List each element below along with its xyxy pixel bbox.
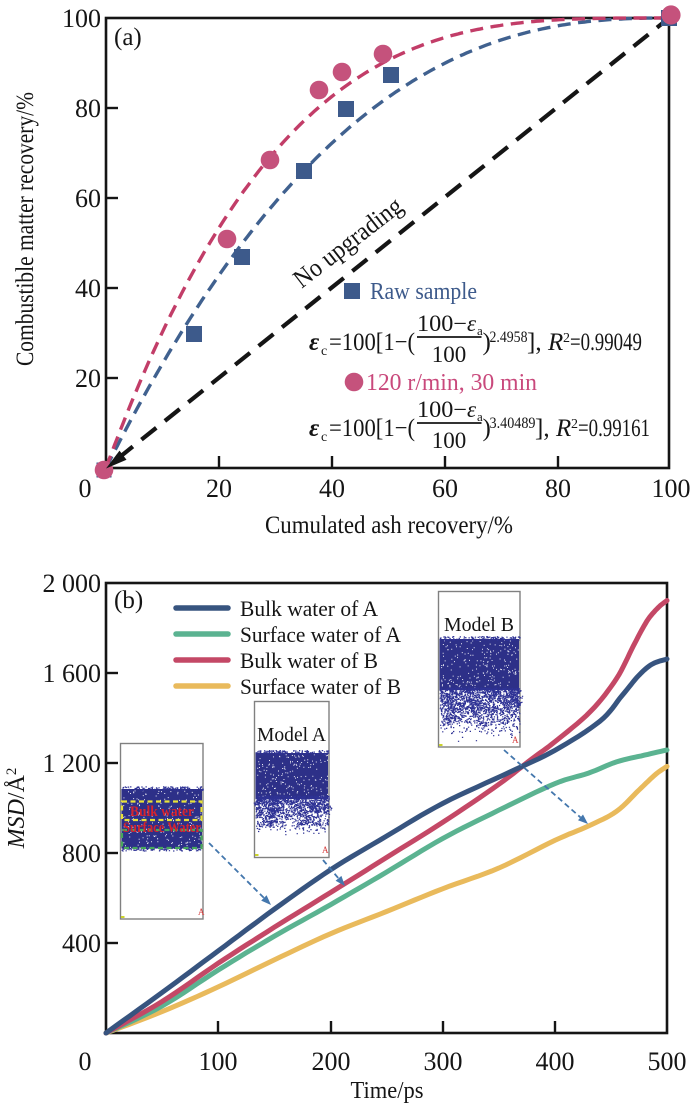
- svg-text:100: 100: [432, 428, 467, 453]
- svg-text:2 000: 2 000: [43, 569, 102, 598]
- svg-text:ε: ε: [309, 415, 320, 442]
- svg-text:ε: ε: [309, 329, 320, 356]
- svg-text:100−: 100−: [417, 311, 467, 336]
- svg-text:=100[1−(: =100[1−(: [329, 415, 415, 442]
- svg-text:40: 40: [319, 474, 345, 503]
- svg-text:20: 20: [75, 364, 101, 393]
- svg-text:R: R: [547, 329, 563, 356]
- svg-text:): ): [483, 415, 491, 442]
- svg-text:60: 60: [75, 184, 101, 213]
- svg-text:500: 500: [648, 1047, 687, 1076]
- svg-text:100: 100: [652, 474, 691, 503]
- svg-text:2.4958: 2.4958: [490, 329, 528, 346]
- svg-text:(a): (a): [114, 24, 142, 51]
- svg-text:R: R: [555, 415, 571, 442]
- svg-text:ε: ε: [467, 311, 477, 336]
- svg-text:400: 400: [536, 1047, 575, 1076]
- svg-text:100: 100: [432, 342, 467, 367]
- svg-text:A: A: [198, 907, 205, 917]
- svg-text:c: c: [321, 344, 327, 359]
- svg-text:=0.99161: =0.99161: [578, 415, 650, 442]
- svg-text:20: 20: [206, 474, 232, 503]
- svg-text:40: 40: [75, 274, 101, 303]
- svg-text:2: 2: [563, 331, 570, 346]
- svg-text:Combustible matter recovery/%: Combustible matter recovery/%: [12, 92, 39, 366]
- svg-text:2: 2: [571, 417, 578, 432]
- svg-text:100: 100: [199, 1047, 238, 1076]
- svg-text:200: 200: [312, 1047, 351, 1076]
- svg-text:],: ],: [535, 415, 550, 442]
- svg-text:Bulk water of A: Bulk water of A: [240, 596, 379, 621]
- svg-text:a: a: [477, 409, 483, 424]
- svg-text:1 600: 1 600: [43, 659, 102, 688]
- svg-text:80: 80: [545, 474, 571, 503]
- svg-text:=0.99049: =0.99049: [570, 329, 642, 356]
- svg-text:100−: 100−: [417, 397, 467, 422]
- svg-text:ε: ε: [467, 397, 477, 422]
- svg-text:300: 300: [424, 1047, 463, 1076]
- svg-text:120 r/min, 30 min: 120 r/min, 30 min: [366, 370, 537, 396]
- svg-text:A: A: [512, 735, 519, 745]
- svg-text:): ): [483, 329, 491, 356]
- svg-text:A: A: [322, 845, 329, 855]
- svg-text:80: 80: [75, 94, 101, 123]
- svg-text:Model B: Model B: [444, 614, 514, 636]
- svg-text:],: ],: [527, 329, 542, 356]
- svg-text:MSD/Å2: MSD/Å2: [4, 768, 30, 850]
- svg-text:c: c: [321, 430, 327, 445]
- svg-text:Model A: Model A: [257, 724, 327, 746]
- svg-text:Surface water of B: Surface water of B: [240, 674, 401, 699]
- svg-text:a: a: [477, 323, 483, 338]
- svg-text:Bulk water of B: Bulk water of B: [240, 648, 378, 673]
- svg-text:Bulk water: Bulk water: [130, 804, 194, 820]
- svg-text:60: 60: [432, 474, 458, 503]
- svg-text:800: 800: [62, 839, 101, 868]
- svg-text:400: 400: [62, 929, 101, 958]
- svg-text:Surface water of A: Surface water of A: [240, 622, 402, 647]
- svg-text:Cumulated ash recovery/%: Cumulated ash recovery/%: [265, 512, 513, 539]
- svg-text:1 200: 1 200: [43, 749, 102, 778]
- svg-text:Raw sample: Raw sample: [370, 279, 477, 305]
- svg-text:3.40489: 3.40489: [490, 415, 536, 432]
- svg-text:Time/ps: Time/ps: [351, 1078, 424, 1104]
- svg-text:100: 100: [62, 4, 101, 33]
- svg-text:(b): (b): [114, 587, 143, 614]
- svg-text:0: 0: [79, 474, 92, 503]
- svg-text:Surface Water: Surface Water: [123, 820, 201, 836]
- svg-text:=100[1−(: =100[1−(: [329, 329, 415, 356]
- svg-text:0: 0: [79, 1047, 92, 1076]
